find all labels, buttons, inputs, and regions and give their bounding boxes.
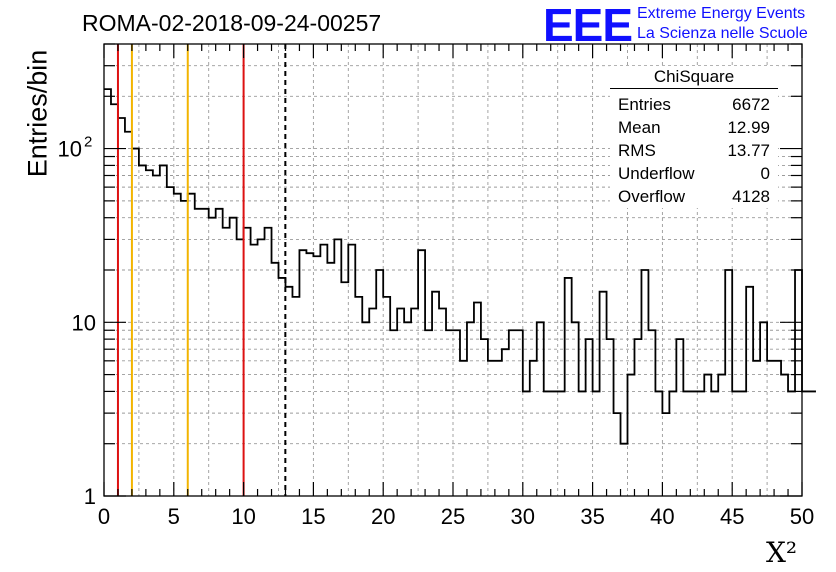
- stats-row-entries: Entries 6672: [610, 93, 778, 116]
- chart-title: ROMA-02-2018-09-24-00257: [82, 10, 382, 36]
- x-tick-label: 20: [371, 504, 395, 529]
- eee-logo-mark: EEE: [543, 0, 633, 51]
- stats-label: Entries: [618, 95, 671, 114]
- stats-label: RMS: [618, 141, 656, 160]
- stats-label: Overflow: [618, 187, 686, 206]
- x-tick-label: 40: [650, 504, 674, 529]
- logo-line-2: La Scienza nelle Scuole: [637, 25, 808, 42]
- stats-row-mean: Mean 12.99: [610, 116, 778, 139]
- x-tick-label: 0: [98, 504, 110, 529]
- stats-label: Mean: [618, 118, 661, 137]
- eee-logo-text: Extreme Energy Events La Scienza nelle S…: [637, 4, 808, 44]
- x-tick-label: 35: [580, 504, 604, 529]
- x-axis-label: X²: [766, 536, 798, 569]
- x-tick-label: 50: [790, 504, 814, 529]
- y-tick-exponent: 2: [84, 134, 92, 151]
- stats-row-underflow: Underflow 0: [610, 162, 778, 185]
- stats-value: 6672: [732, 95, 770, 114]
- x-tick-label: 15: [301, 504, 325, 529]
- x-tick-label: 10: [231, 504, 255, 529]
- stats-label: Underflow: [618, 164, 695, 183]
- stats-value: 13.77: [727, 141, 770, 160]
- x-tick-label: 25: [441, 504, 465, 529]
- y-tick-label: 10: [58, 137, 82, 162]
- y-axis-label: Entries/bin: [22, 49, 53, 178]
- stats-row-overflow: Overflow 4128: [610, 185, 778, 208]
- y-tick-label: 1: [84, 484, 96, 509]
- stats-row-rms: RMS 13.77: [610, 139, 778, 162]
- stats-box: ChiSquare Entries 6672 Mean 12.99 RMS 13…: [610, 66, 778, 208]
- stats-value: 12.99: [727, 118, 770, 137]
- stats-box-title: ChiSquare: [610, 66, 778, 89]
- stats-value: 4128: [732, 187, 770, 206]
- x-tick-label: 45: [720, 504, 744, 529]
- x-tick-label: 5: [168, 504, 180, 529]
- stats-value: 0: [760, 164, 770, 183]
- x-tick-label: 30: [511, 504, 535, 529]
- histogram-steps: [104, 88, 816, 445]
- y-tick-label: 10: [72, 310, 96, 335]
- logo-line-1: Extreme Energy Events: [637, 5, 806, 22]
